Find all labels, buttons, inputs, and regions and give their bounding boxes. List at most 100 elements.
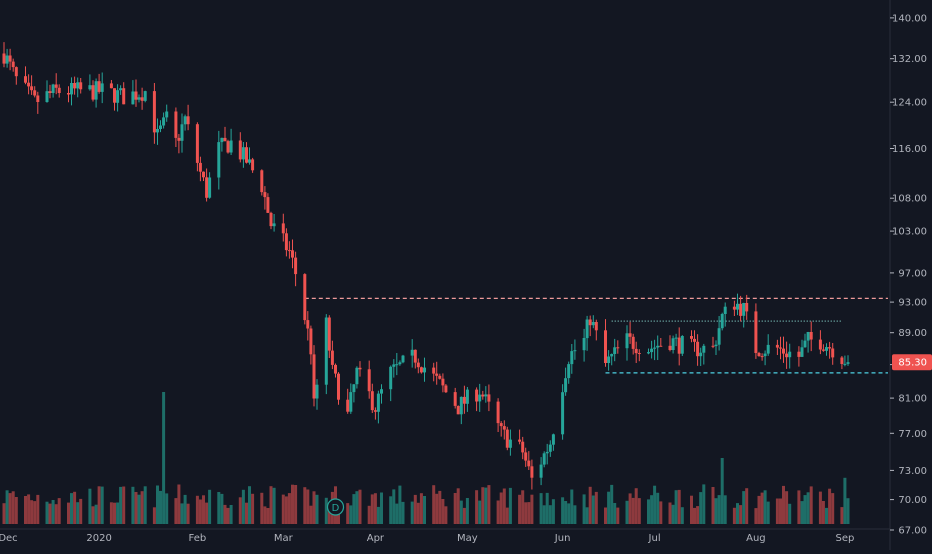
candle-body — [2, 53, 6, 64]
volume-bar — [284, 496, 288, 524]
volume-bar — [306, 489, 310, 524]
current-price-tag[interactable] — [892, 354, 932, 371]
volume-bar — [588, 486, 592, 524]
time-tick-label: 2020 — [86, 533, 111, 544]
price-tick-label: 140.00 — [892, 13, 927, 24]
price-tick-label: 89.00 — [898, 328, 927, 339]
volume-bar — [156, 485, 159, 524]
volume-bar — [508, 487, 512, 524]
candle-body — [36, 95, 40, 102]
candle-body — [508, 439, 512, 448]
annotation-lines[interactable] — [304, 297, 888, 374]
candle-body — [27, 82, 31, 87]
volume-bar — [122, 486, 126, 524]
volume-bar — [779, 498, 782, 524]
candle-body — [542, 453, 546, 465]
dividend-marker[interactable] — [326, 498, 345, 516]
volume-bar — [548, 505, 552, 524]
candle-body — [159, 125, 162, 129]
candle-body — [481, 394, 485, 397]
candle-body — [217, 142, 221, 178]
volume-bar — [530, 494, 534, 524]
candle-body — [551, 434, 555, 445]
candle-body — [226, 141, 230, 153]
candle-body — [156, 129, 159, 133]
events-layer[interactable]: D — [326, 498, 345, 516]
time-axis[interactable]: Dec 2020 Feb Mar Apr May Jun Jul Aug Sep — [0, 528, 890, 544]
volume-bar — [113, 502, 116, 524]
candle-body — [367, 369, 371, 392]
candle-body — [306, 320, 310, 329]
volume-bar — [51, 500, 55, 524]
candle-body — [269, 212, 273, 227]
candle-body — [674, 337, 678, 339]
candle-body — [48, 91, 52, 93]
price-tick-label: 124.00 — [892, 98, 927, 109]
candle-body — [462, 396, 466, 404]
candle-body — [717, 328, 721, 345]
volume-bar — [143, 486, 147, 524]
candlesticks — [2, 42, 850, 490]
volume-bar — [67, 502, 70, 524]
volume-bar — [628, 493, 632, 524]
candle-body — [220, 137, 224, 143]
volume-bar — [177, 484, 181, 524]
candle-body — [723, 306, 727, 314]
volume-bar — [27, 494, 31, 524]
volume-bar — [653, 485, 657, 524]
volume-bar — [723, 495, 727, 524]
volume-bar — [585, 507, 589, 524]
volume-bar — [616, 507, 620, 524]
candle-body — [245, 147, 248, 163]
candle-body — [696, 341, 700, 357]
volume-bar — [324, 497, 328, 524]
candle-body — [294, 257, 298, 275]
volume-bar — [36, 494, 40, 524]
candle-body — [604, 330, 607, 363]
candle-body — [284, 233, 288, 251]
volume-bar — [821, 501, 825, 524]
candle-body — [711, 345, 715, 347]
candle-body — [745, 303, 749, 312]
candle-body — [355, 367, 359, 385]
volume-bar — [736, 503, 739, 524]
candle-body — [754, 311, 758, 353]
candle-body — [637, 353, 641, 354]
candle-body — [499, 423, 503, 427]
candle-body — [591, 322, 595, 326]
candle-body — [548, 444, 552, 452]
candle-body — [693, 338, 696, 342]
candle-body — [88, 85, 92, 90]
candle-body — [287, 250, 291, 252]
time-tick-label: Dec — [0, 533, 18, 544]
time-tick-label: May — [457, 533, 478, 544]
volume-bar — [775, 498, 779, 524]
volume-bar — [680, 507, 684, 524]
candle-body — [594, 322, 598, 331]
candle-body — [186, 116, 190, 125]
candle-body — [54, 84, 58, 88]
price-axis[interactable]: 140.00 132.00 124.00 116.00 108.00 103.00 97.0… — [889, 0, 932, 550]
candle-body — [653, 347, 657, 349]
volume-bar — [800, 501, 804, 524]
current-price-label: 85.30 — [898, 358, 927, 369]
volume-bar — [91, 506, 95, 524]
time-tick-label: Mar — [274, 533, 294, 544]
volume-bar — [499, 492, 503, 524]
candle-body — [766, 344, 770, 354]
candle-body — [165, 111, 169, 118]
candle-body — [505, 429, 509, 448]
volume-bar — [309, 505, 313, 524]
volume-bar — [484, 487, 488, 524]
candle-body — [251, 159, 255, 171]
volume-bar — [245, 502, 248, 524]
volume-bar — [226, 507, 230, 524]
volume-bar — [79, 498, 83, 524]
candle-body — [380, 389, 383, 394]
candle-body — [266, 197, 270, 213]
candle-body — [828, 347, 832, 349]
candle-body — [24, 76, 27, 83]
